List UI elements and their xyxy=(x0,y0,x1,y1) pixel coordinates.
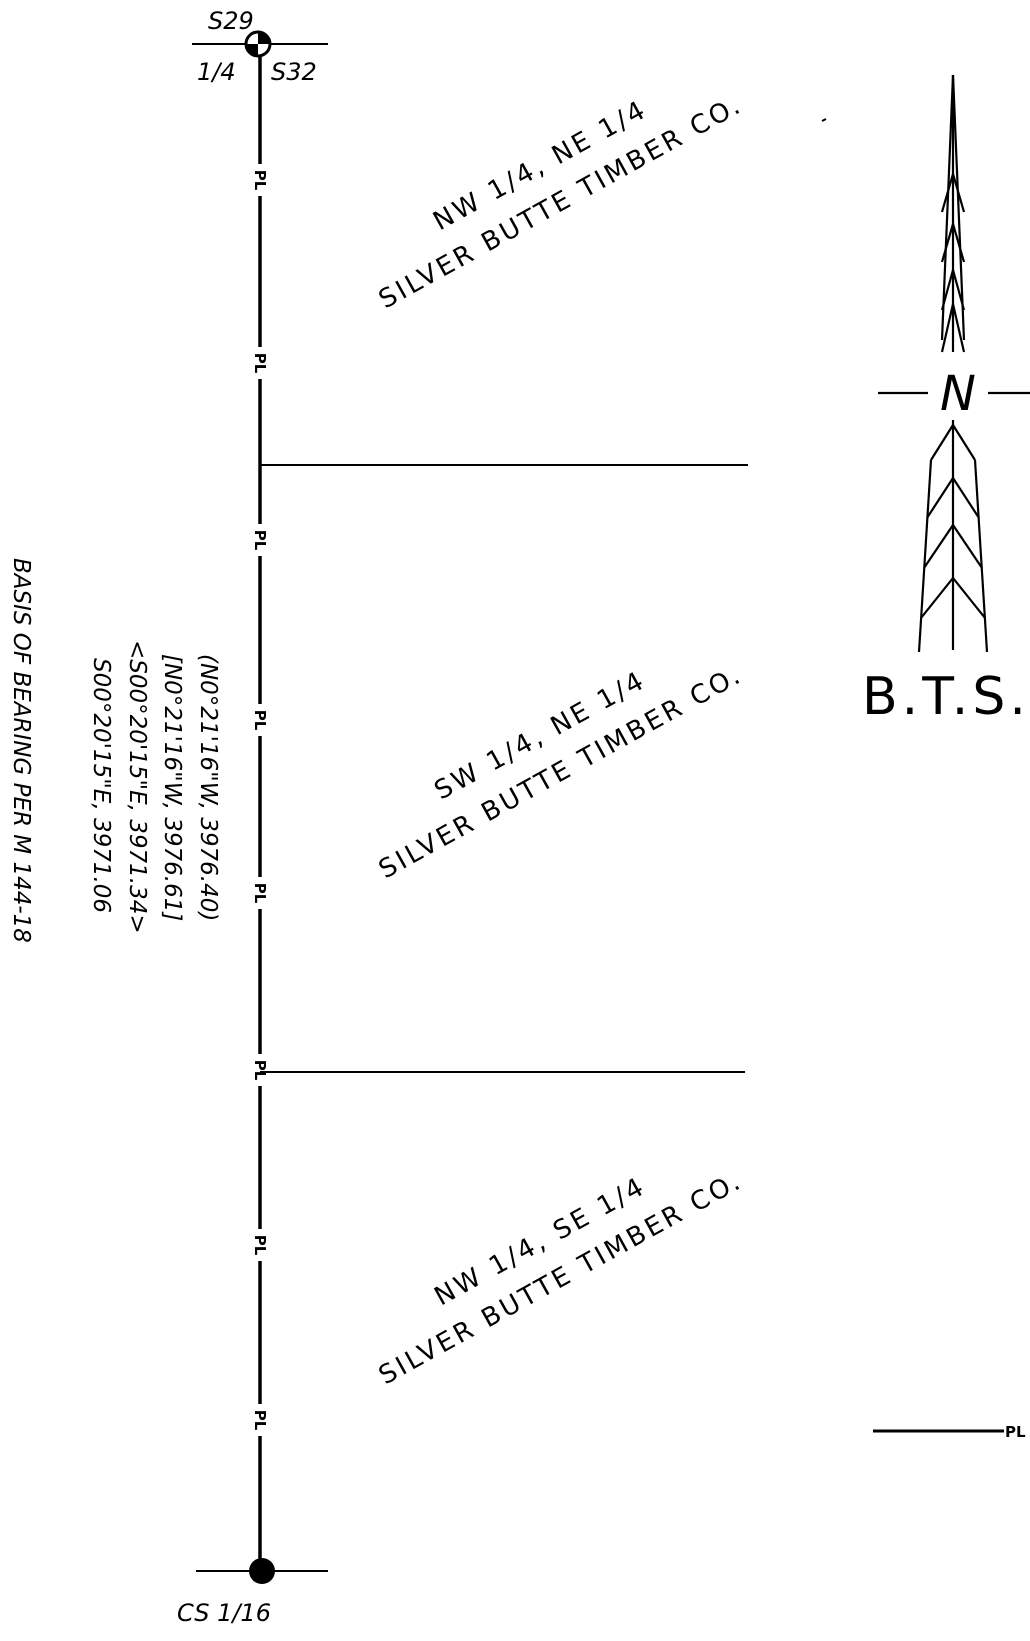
pl-marker-gap xyxy=(250,164,270,196)
corner-label-quarter: 1/4 xyxy=(197,58,236,86)
pl-marker-gap xyxy=(250,1229,270,1261)
north-arrow-letter: N xyxy=(940,366,976,422)
pl-marker-gap xyxy=(250,1054,270,1086)
bearing-measured: S00°20'15"E, 3971.06 xyxy=(88,658,114,913)
bearing-record-2: [N0°21'16"W, 3976.61] xyxy=(159,654,185,921)
north-arrow-caption: B.T.S. xyxy=(862,667,1030,727)
pl-marker: PL xyxy=(251,530,269,551)
pl-marker-gap xyxy=(250,704,270,736)
pl-marker: PL xyxy=(251,883,269,904)
corner-label-s32: S32 xyxy=(271,58,317,86)
pl-marker: PL xyxy=(251,353,269,374)
property-line-markers: PL PL PL PL PL PL PL PL xyxy=(250,164,270,1436)
pl-marker: PL xyxy=(251,1410,269,1431)
stray-mark xyxy=(821,118,827,122)
pl-marker: PL xyxy=(251,1235,269,1256)
parcel-label-owner: SILVER BUTTE TIMBER CO. xyxy=(374,90,748,315)
pl-marker-gap xyxy=(250,1404,270,1436)
bearing-record-3: <S00°20'15"E, 3971.34> xyxy=(124,640,150,934)
pl-marker-gap xyxy=(250,877,270,909)
pl-marker: PL xyxy=(251,170,269,191)
parcel-label-owner: SILVER BUTTE TIMBER CO. xyxy=(374,1166,748,1391)
corner-label-cs-1-16: CS 1/16 xyxy=(177,1599,271,1627)
basis-of-bearing-note: BASIS OF BEARING PER M 144-18 xyxy=(8,558,34,943)
corner-label-s29: S29 xyxy=(208,7,254,35)
legend-pl-tag: PL xyxy=(1005,1423,1026,1441)
pl-marker: PL xyxy=(251,710,269,731)
pl-marker-gap xyxy=(250,347,270,379)
top-corner-monument xyxy=(192,30,328,58)
north-arrow-icon xyxy=(878,74,1030,653)
bearing-record-1: (N0°21'16"W, 3976.40) xyxy=(195,654,221,921)
parcel-label-owner: SILVER BUTTE TIMBER CO. xyxy=(374,660,748,885)
pl-marker-gap xyxy=(250,524,270,556)
bottom-corner-monument xyxy=(196,1558,328,1584)
pl-marker: PL xyxy=(251,1060,269,1081)
